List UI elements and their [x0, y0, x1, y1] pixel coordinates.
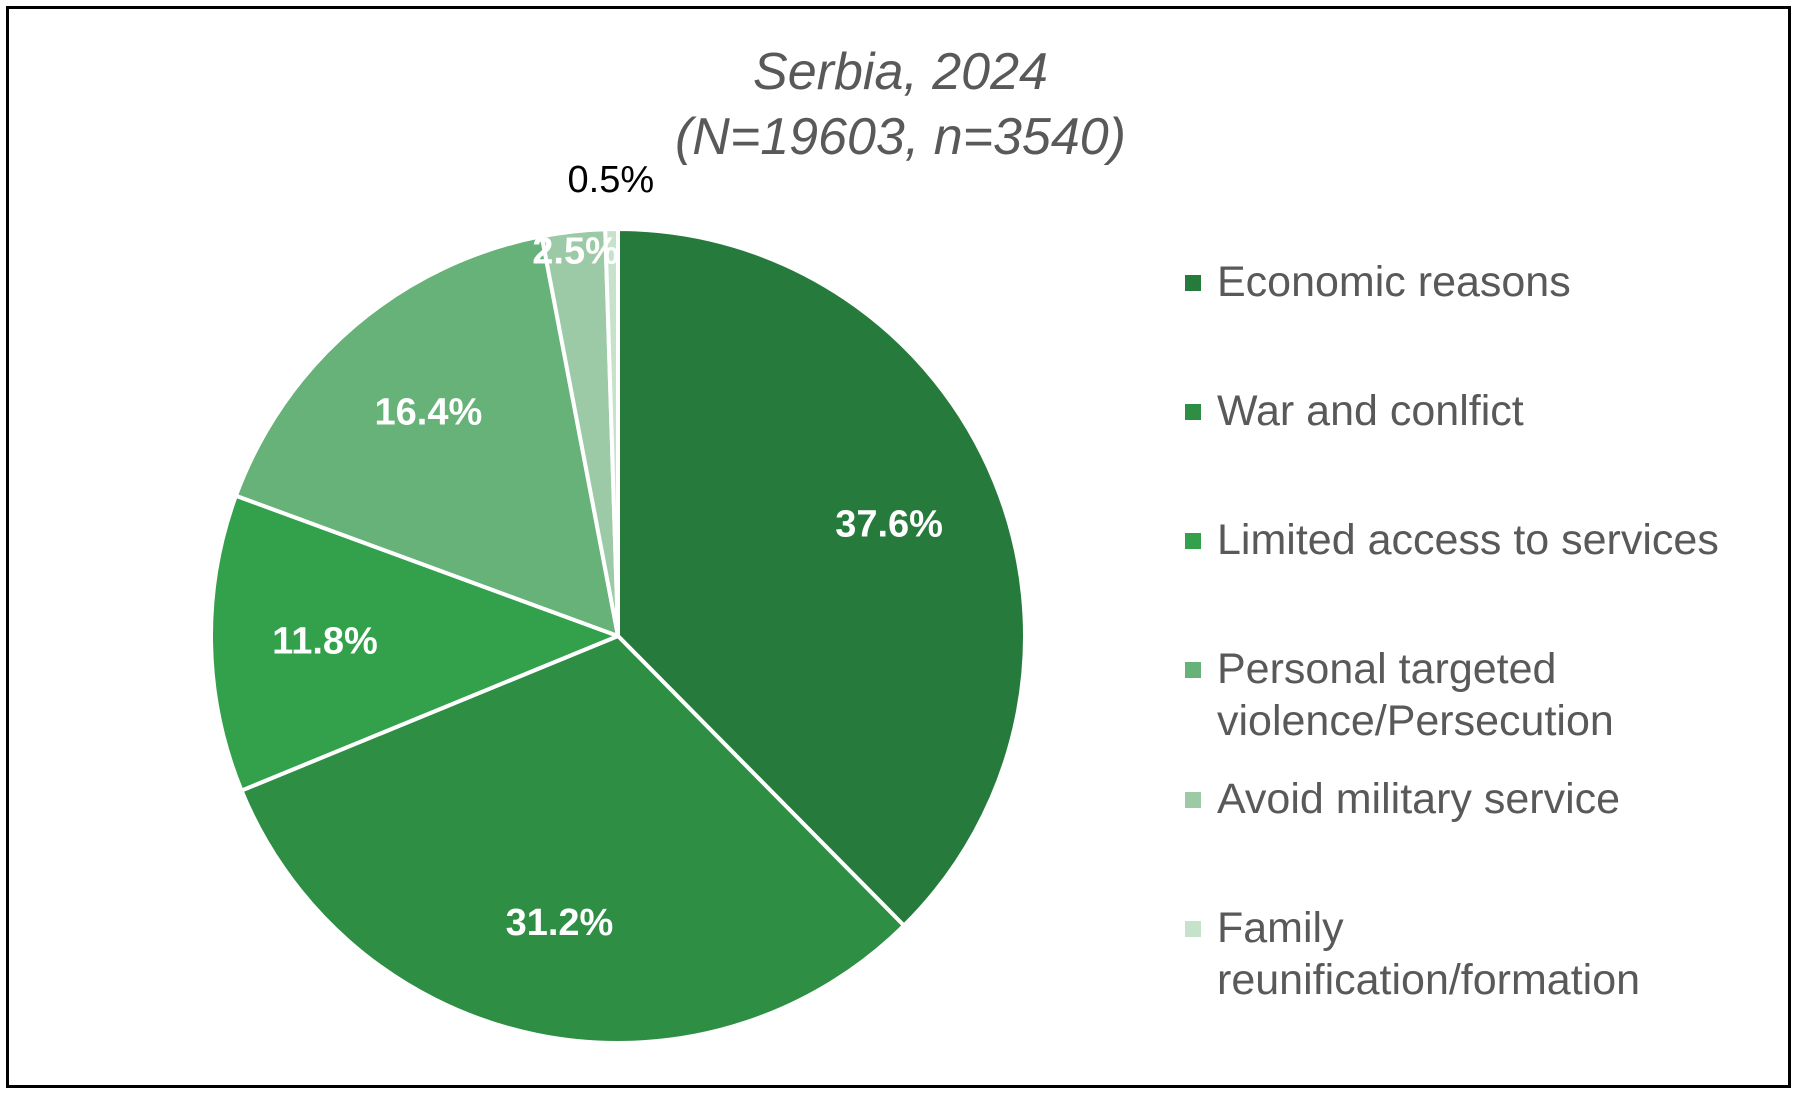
legend-swatch — [1185, 662, 1201, 678]
legend-label: Avoid military service — [1217, 775, 1621, 823]
legend-swatch — [1185, 792, 1201, 808]
legend-swatch — [1185, 275, 1201, 291]
legend-item-avoid-military: Avoid military service — [1185, 773, 1757, 825]
chart-subtitle: (N=19603, n=3540) — [674, 108, 1126, 166]
legend-item-war-and-conflict: War and conlfict — [1185, 385, 1757, 437]
legend-label: Personal targeted violence/Persecution — [1217, 645, 1614, 745]
data-label-family-reunification: 0.5% — [568, 159, 655, 201]
legend-item-personal-violence: Personal targeted violence/Persecution — [1185, 643, 1757, 747]
legend-item-economic-reasons: Economic reasons — [1185, 256, 1757, 308]
legend-label: Economic reasons — [1217, 258, 1571, 306]
data-label-war-and-conflict: 31.2% — [506, 902, 614, 944]
legend-swatch — [1185, 404, 1201, 420]
legend-label: War and conlfict — [1217, 387, 1524, 435]
data-label-limited-access: 11.8% — [272, 621, 378, 663]
pie-slice-war-and-conflict — [239, 634, 906, 1045]
data-label-personal-violence: 16.4% — [375, 392, 483, 434]
legend-item-family-reunification: Family reunification/formation — [1185, 902, 1757, 1006]
legend: Economic reasons War and conlfict Limited … — [1185, 0, 1785, 1100]
chart-title: Serbia, 2024 — [753, 43, 1048, 101]
legend-label: Family reunification/formation — [1217, 904, 1641, 1004]
data-label-avoid-military: 2.5% — [532, 231, 619, 273]
legend-swatch — [1185, 921, 1201, 937]
pie-slice-personal-violence — [233, 234, 620, 638]
data-label-economic-reasons: 37.6% — [835, 504, 943, 546]
legend-label: Limited access to services — [1217, 516, 1719, 564]
pie-slice-economic-reasons — [616, 227, 1027, 928]
pie-slice-family-reunification — [603, 227, 620, 638]
legend-item-limited-access: Limited access to services — [1185, 514, 1757, 566]
legend-swatch — [1185, 533, 1201, 549]
pie-slice-limited-access — [209, 493, 620, 793]
